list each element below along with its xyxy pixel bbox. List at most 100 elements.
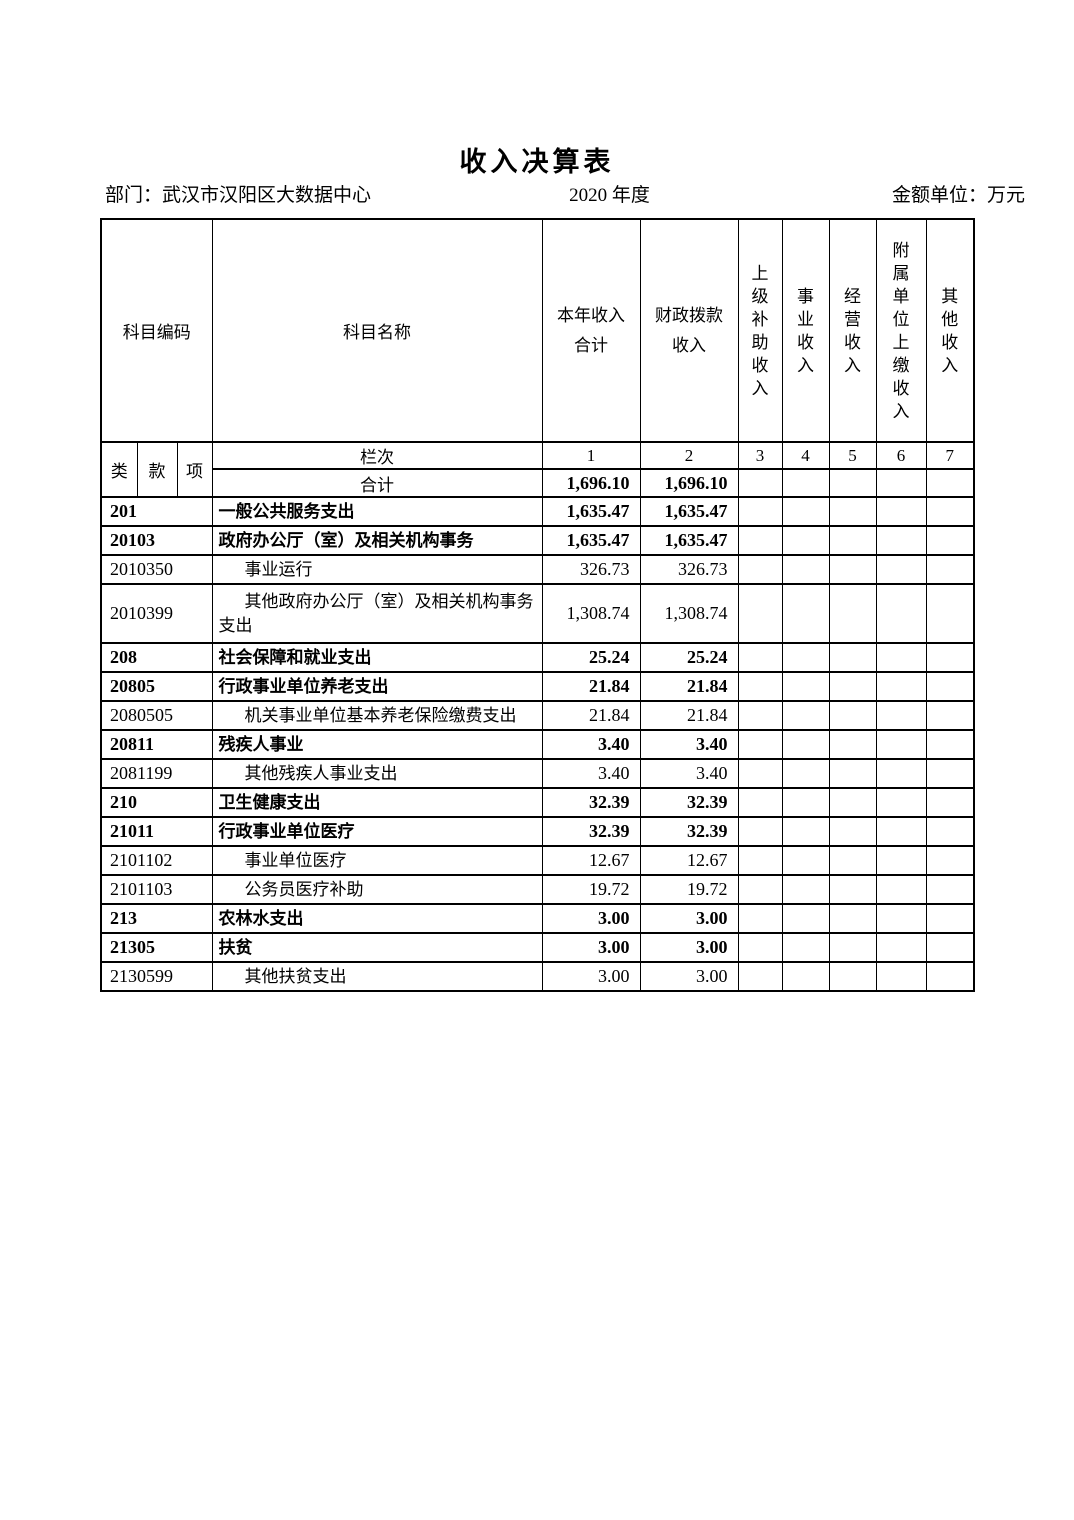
total-income-cell: 25.24 [541, 642, 641, 673]
header-business-income-text: 事业收入 [797, 286, 815, 375]
header-operating-income: 经营收入 [828, 218, 877, 443]
total-income-cell: 326.73 [541, 554, 641, 585]
empty-cell [875, 845, 927, 876]
fiscal-income-cell: 19.72 [639, 874, 739, 905]
fiscal-income-cell: 32.39 [639, 816, 739, 847]
empty-cell [781, 816, 830, 847]
header-affiliate-remit-text: 附属单位上缴收入 [892, 240, 910, 421]
column-number: 5 [828, 441, 877, 470]
fiscal-income-cell: 25.24 [639, 642, 739, 673]
table-row: 2130599 其他扶贫支出 3.00 3.00 [100, 961, 975, 992]
empty-cell [828, 932, 877, 963]
subject-code-cell: 210 [100, 787, 213, 818]
fiscal-income-cell: 1,635.47 [639, 525, 739, 556]
empty-cell [828, 845, 877, 876]
subject-name-cell: 卫生健康支出 [211, 787, 543, 818]
total-income-cell: 3.40 [541, 758, 641, 789]
table-row: 2010350 事业运行 326.73 326.73 [100, 554, 975, 585]
subject-code-cell: 208 [100, 642, 213, 673]
empty-cell [781, 671, 830, 702]
header-operating-income-text: 经营收入 [844, 286, 862, 375]
total-income-cell: 21.84 [541, 671, 641, 702]
empty-cell [828, 525, 877, 556]
header-other-income-text: 其他收入 [941, 286, 959, 375]
empty-cell [828, 787, 877, 818]
grand-total-income-cell: 1,696.10 [541, 468, 641, 498]
empty-cell [828, 642, 877, 673]
subject-code-cell: 2101102 [100, 845, 213, 876]
column-index-row: 类 款 项 栏次 1 2 3 4 5 6 7 [100, 441, 975, 498]
table-row: 20103 政府办公厅（室）及相关机构事务 1,635.47 1,635.47 [100, 525, 975, 556]
empty-cell [828, 468, 877, 498]
grand-total-row: 合计 1,696.10 1,696.10 [101, 468, 975, 498]
fiscal-income-cell: 3.40 [639, 758, 739, 789]
empty-cell [875, 468, 927, 498]
empty-cell [781, 496, 830, 527]
empty-cell [781, 468, 830, 498]
empty-cell [875, 700, 927, 731]
empty-cell [828, 729, 877, 760]
column-index-label: 栏次 [211, 441, 543, 470]
table-row: 2080505 机关事业单位基本养老保险缴费支出 21.84 21.84 [100, 700, 975, 731]
subject-code-cell: 21011 [100, 816, 213, 847]
page-title: 收入决算表 [459, 147, 615, 177]
empty-cell [828, 816, 877, 847]
subject-name-cell: 行政事业单位医疗 [211, 816, 543, 847]
empty-cell [828, 961, 877, 992]
subject-name-cell: 事业单位医疗 [211, 845, 543, 876]
empty-cell [781, 729, 830, 760]
fiscal-income-cell: 32.39 [639, 787, 739, 818]
subject-code-cell: 20805 [100, 671, 213, 702]
empty-cell [925, 961, 975, 992]
total-income-cell: 32.39 [541, 787, 641, 818]
empty-cell [875, 554, 927, 585]
amount-unit-label: 金额单位：万元 [891, 185, 1025, 206]
subject-code-cell: 2010350 [100, 554, 213, 585]
fiscal-income-cell: 3.00 [639, 932, 739, 963]
header-item: 项 [176, 441, 213, 498]
table-row: 2081199 其他残疾人事业支出 3.40 3.40 [100, 758, 975, 789]
fiscal-income-cell: 1,635.47 [639, 496, 739, 527]
empty-cell [925, 642, 975, 673]
empty-cell [737, 961, 783, 992]
empty-cell [875, 903, 927, 934]
subject-code-cell: 2081199 [100, 758, 213, 789]
column-number: 6 [875, 441, 927, 470]
empty-cell [737, 729, 783, 760]
subject-name-cell: 农林水支出 [211, 903, 543, 934]
subject-code-cell: 20103 [100, 525, 213, 556]
table-header-row: 科目编码 科目名称 本年收入 合计 财政拨款 收入 上级补助收入 事业收入 经营… [100, 218, 975, 443]
header-superior-subsidy-text: 上级补助收入 [751, 263, 769, 398]
empty-cell [925, 525, 975, 556]
subject-name-cell: 社会保障和就业支出 [211, 642, 543, 673]
total-income-cell: 3.00 [541, 903, 641, 934]
empty-cell [875, 961, 927, 992]
subject-name-cell: 一般公共服务支出 [211, 496, 543, 527]
empty-cell [875, 583, 927, 644]
subject-code-cell: 21305 [100, 932, 213, 963]
empty-cell [875, 671, 927, 702]
table-row: 201 一般公共服务支出 1,635.47 1,635.47 [100, 496, 975, 527]
empty-cell [737, 787, 783, 818]
empty-cell [781, 758, 830, 789]
empty-cell [925, 700, 975, 731]
table-row: 21305 扶贫 3.00 3.00 [100, 932, 975, 963]
table-row: 2101103 公务员医疗补助 19.72 19.72 [100, 874, 975, 905]
column-number: 3 [737, 441, 783, 470]
empty-cell [781, 961, 830, 992]
empty-cell [737, 525, 783, 556]
total-income-cell: 12.67 [541, 845, 641, 876]
empty-cell [925, 787, 975, 818]
table-row: 2101102 事业单位医疗 12.67 12.67 [100, 845, 975, 876]
empty-cell [875, 874, 927, 905]
empty-cell [875, 932, 927, 963]
total-income-cell: 3.00 [541, 961, 641, 992]
empty-cell [737, 845, 783, 876]
empty-cell [875, 642, 927, 673]
empty-cell [737, 758, 783, 789]
empty-cell [828, 700, 877, 731]
header-subject-code: 科目编码 [100, 218, 213, 443]
empty-cell [737, 700, 783, 731]
total-income-cell: 1,635.47 [541, 496, 641, 527]
total-income-cell: 32.39 [541, 816, 641, 847]
